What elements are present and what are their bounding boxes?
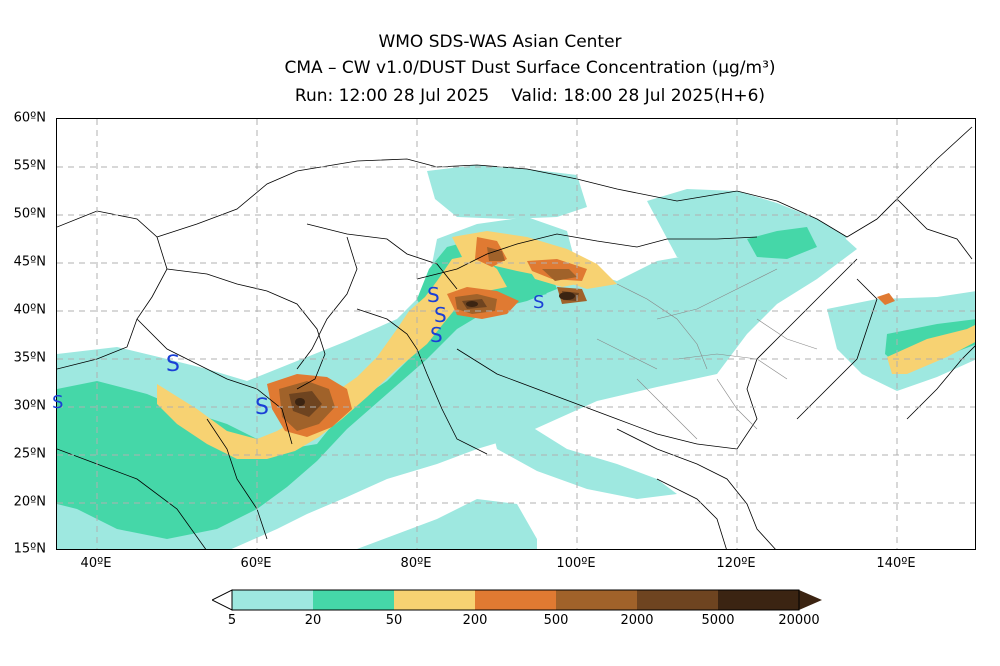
- lat-label: 60ºN: [13, 110, 46, 126]
- dust-storm-symbol: S: [255, 395, 269, 420]
- colorbar-label: 5: [227, 613, 237, 628]
- colorbar-label: 5000: [701, 613, 735, 628]
- colorbar-label: 200: [462, 613, 488, 628]
- country-borders: [57, 126, 975, 549]
- lon-label: 40ºE: [80, 556, 112, 571]
- valid-time: Valid: 18:00 28 Jul 2025(H+6): [511, 86, 766, 106]
- lon-label: 80ºE: [400, 556, 432, 571]
- lat-label: 20ºN: [13, 494, 46, 510]
- dust-storm-symbol: S: [434, 303, 447, 327]
- colorbar-swatch: [556, 590, 637, 610]
- run-time: Run: 12:00 28 Jul 2025: [294, 86, 490, 106]
- dust-storm-symbol: S: [427, 283, 440, 307]
- dust-storm-symbol: S: [52, 392, 64, 413]
- colorbar-swatch: [718, 590, 799, 610]
- lat-label: 30ºN: [13, 398, 46, 414]
- dust-level-5000-20000: [295, 292, 575, 406]
- colorbar-swatch: [637, 590, 718, 610]
- chart-title: WMO SDS-WAS Asian Center: [378, 32, 622, 52]
- dust-map: [56, 118, 976, 550]
- colorbar-swatch: [475, 590, 556, 610]
- lon-label: 120ºE: [716, 556, 756, 571]
- lat-label: 45ºN: [13, 254, 46, 270]
- lat-label: 35ºN: [13, 350, 46, 366]
- colorbar-label: 500: [543, 613, 569, 628]
- lat-label: 15ºN: [13, 541, 46, 557]
- lon-label: 60ºE: [240, 556, 272, 571]
- lat-label: 55ºN: [13, 158, 46, 174]
- lon-label: 100ºE: [556, 556, 596, 571]
- colorbar-swatch: [232, 590, 313, 610]
- colorbar-label: 20: [304, 613, 322, 628]
- lat-label: 25ºN: [13, 446, 46, 462]
- colorbar-swatch: [394, 590, 475, 610]
- lon-label: 140ºE: [876, 556, 916, 571]
- map-canvas: [57, 119, 975, 549]
- colorbar-label: 2000: [620, 613, 654, 628]
- dust-storm-symbol: S: [430, 323, 443, 347]
- colorbar: [212, 589, 822, 611]
- colorbar-min-arrow: [212, 589, 233, 611]
- colorbar-label: 50: [385, 613, 403, 628]
- graticule: [57, 119, 975, 549]
- colorbar-label: 20000: [778, 613, 820, 628]
- lat-label: 50ºN: [13, 206, 46, 222]
- dust-storm-symbol: S: [166, 352, 180, 377]
- run-valid-line: Run: 12:00 28 Jul 2025 Valid: 18:00 28 Ju…: [30, 86, 1000, 106]
- colorbar-swatch: [313, 590, 394, 610]
- colorbar-max-arrow: [799, 590, 822, 610]
- dust-storm-symbol: S: [533, 292, 545, 313]
- chart-subtitle: CMA – CW v1.0/DUST Dust Surface Concentr…: [284, 58, 776, 78]
- lat-label: 40ºN: [13, 302, 46, 318]
